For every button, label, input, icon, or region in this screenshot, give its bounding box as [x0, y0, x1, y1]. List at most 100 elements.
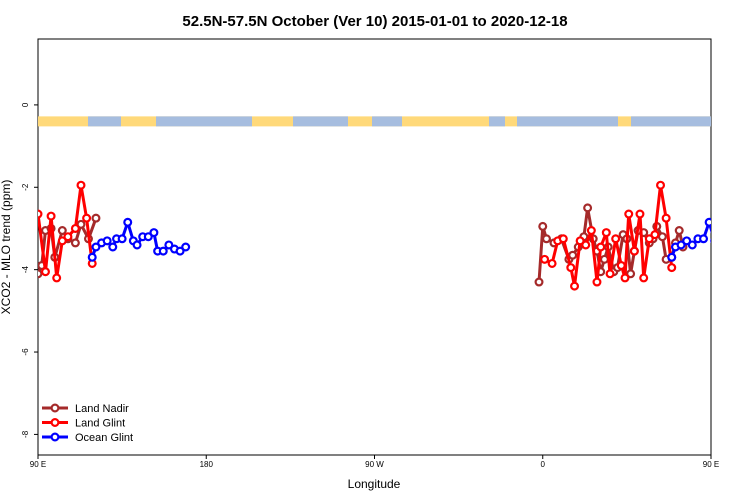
land-glint-point — [624, 209, 634, 219]
land-glint-point — [82, 213, 92, 223]
land-glint-point — [596, 242, 606, 252]
land-nadir-point — [568, 250, 578, 260]
legend: Land Nadir Land Glint Ocean Glint — [42, 403, 133, 444]
land-glint-point — [650, 230, 660, 240]
legend-marker — [50, 432, 60, 442]
land-glint-point — [586, 226, 596, 236]
y-tick-label: -4 — [21, 266, 30, 274]
ocean-glint-point — [175, 246, 185, 256]
legend-label: Land Nadir — [75, 403, 129, 415]
land-glint-point — [570, 281, 580, 291]
land-glint-point — [57, 236, 67, 246]
land-glint-point — [661, 213, 671, 223]
land-glint-point — [629, 246, 639, 256]
land-glint-point — [46, 211, 56, 221]
land-nadir-point — [657, 232, 667, 242]
land-glint-point — [601, 228, 611, 238]
ocean-glint-point — [699, 234, 709, 244]
land-glint-point — [540, 254, 550, 264]
ocean-glint-point — [687, 240, 697, 250]
x-tick-label: 180 — [200, 460, 214, 469]
ocean-glint-point — [667, 252, 677, 262]
ocean-glint-point — [91, 242, 101, 252]
legend-item-ocean-glint: Ocean Glint — [42, 432, 133, 444]
land-nadir-point — [626, 269, 636, 279]
land-nadir-point — [38, 269, 43, 279]
ocean-glint-point — [87, 252, 97, 262]
land-glint-point — [644, 234, 654, 244]
y-tick-label: -2 — [21, 183, 30, 191]
ocean-glint-point — [117, 234, 127, 244]
series-ocean-glint — [87, 217, 730, 262]
ocean-glint-point — [676, 240, 686, 250]
ocean-glint-point — [123, 217, 133, 227]
land-glint-point — [575, 236, 585, 246]
land-glint-point — [620, 273, 630, 283]
land-glint-point — [40, 267, 50, 277]
land-glint-point — [635, 209, 645, 219]
y-tick-label: 0 — [21, 102, 30, 107]
band-ocean — [88, 116, 121, 127]
ocean-glint-point — [710, 238, 711, 244]
land-glint-point — [639, 273, 649, 283]
x-tick-label: 0 — [541, 460, 546, 469]
land-glint-point — [52, 273, 62, 283]
ocean-glint-point — [164, 240, 174, 250]
y-tick-label: -8 — [21, 430, 30, 438]
land-nadir-point — [674, 226, 684, 236]
chart-title: 52.5N-57.5N October (Ver 10) 2015-01-01 … — [182, 13, 567, 30]
land-glint-point — [667, 263, 677, 273]
land-nadir-point — [599, 254, 609, 264]
land-glint-point — [547, 258, 557, 268]
band-ocean — [489, 116, 505, 127]
land-glint-point — [76, 180, 86, 190]
band-ocean — [293, 116, 348, 127]
land-nadir-point — [541, 234, 551, 244]
x-tick-label: 90 W — [365, 460, 384, 469]
band-ocean — [156, 116, 252, 127]
band-ocean — [517, 116, 618, 127]
y-tick-label: -6 — [21, 348, 30, 356]
land-ocean-band — [38, 116, 711, 127]
legend-label: Ocean Glint — [75, 432, 133, 444]
land-glint-point — [656, 180, 666, 190]
legend-marker — [50, 403, 60, 413]
legend-marker — [50, 418, 60, 428]
ocean-glint-point — [717, 242, 724, 249]
land-nadir-point — [538, 221, 548, 231]
land-nadir-point — [57, 226, 67, 236]
band-ocean — [372, 116, 402, 127]
legend-label: Land Glint — [75, 418, 125, 430]
land-glint-point — [581, 240, 591, 250]
series-land-glint — [38, 180, 677, 291]
land-glint-point — [611, 234, 621, 244]
land-glint-point — [38, 209, 43, 219]
land-glint-point — [558, 234, 568, 244]
ocean-glint-point — [102, 236, 112, 246]
ocean-glint-point — [158, 246, 168, 256]
ocean-glint-point — [143, 232, 153, 242]
land-nadir-point — [70, 238, 80, 248]
land-glint-point — [566, 263, 576, 273]
land-nadir-point — [534, 277, 544, 287]
ocean-glint-point — [723, 233, 730, 240]
land-glint-point — [70, 223, 80, 233]
x-tick-label: 90 E — [703, 460, 719, 469]
land-glint-point — [605, 269, 615, 279]
ocean-glint-point — [181, 242, 191, 252]
ocean-glint-point — [682, 236, 692, 246]
band-ocean — [631, 116, 711, 127]
land-nadir-point — [76, 219, 86, 229]
series-group — [38, 180, 730, 291]
land-glint-point — [63, 232, 73, 242]
land-glint-point — [592, 277, 602, 287]
land-nadir-point — [91, 213, 101, 223]
axes: 90 E 180 90 W 0 90 E 0 -2 -4 -6 -8 — [21, 102, 719, 469]
ocean-glint-point — [108, 242, 118, 252]
land-nadir-point — [583, 203, 593, 213]
x-tick-label: 90 E — [30, 460, 46, 469]
land-glint-point — [616, 261, 626, 271]
y-axis-label: XCO2 - MLO trend (ppm) — [0, 180, 13, 315]
ocean-glint-point — [149, 228, 159, 238]
